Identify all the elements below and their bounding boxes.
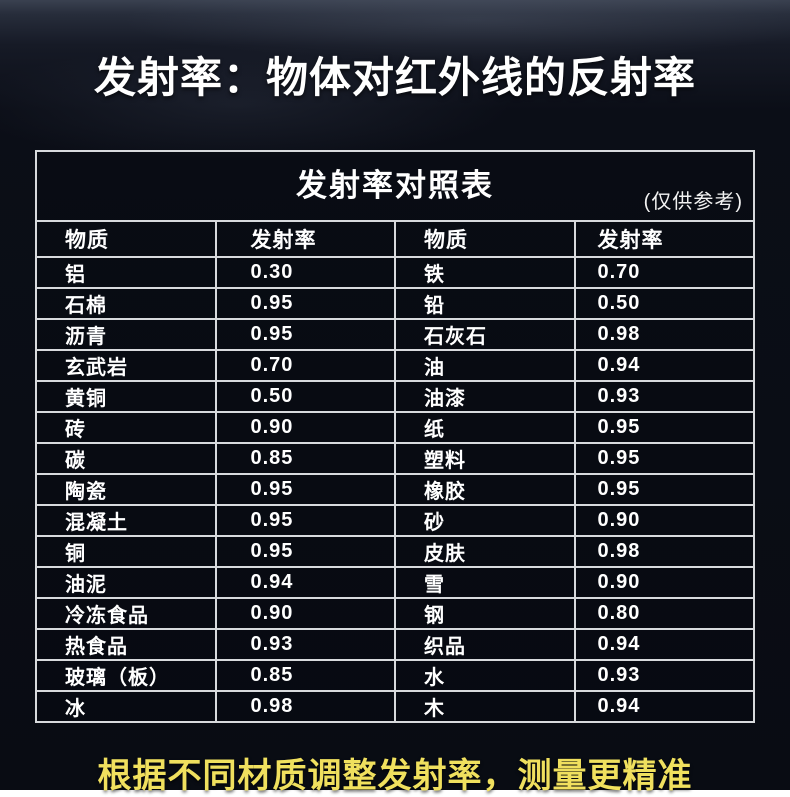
material-cell: 黄铜 (35, 380, 217, 413)
table-row: 油泥 0.94 雪 0.90 (35, 566, 755, 599)
material-cell: 织品 (394, 628, 576, 661)
emissivity-cell: 0.94 (573, 349, 755, 382)
table-row: 玻璃（板） 0.85 水 0.93 (35, 659, 755, 692)
emissivity-cell: 0.95 (214, 535, 396, 568)
emissivity-cell: 0.95 (573, 411, 755, 444)
material-cell: 铅 (394, 287, 576, 320)
emissivity-cell: 0.85 (214, 442, 396, 475)
material-cell: 油泥 (35, 566, 217, 599)
table-row: 玄武岩 0.70 油 0.94 (35, 349, 755, 382)
emissivity-cell: 0.94 (573, 690, 755, 723)
emissivity-cell: 0.95 (214, 504, 396, 537)
table-row: 冷冻食品 0.90 钢 0.80 (35, 597, 755, 630)
table-row: 黄铜 0.50 油漆 0.93 (35, 380, 755, 413)
material-cell: 沥青 (35, 318, 217, 351)
emissivity-cell: 0.95 (573, 473, 755, 506)
table-header-row: 物质 发射率 物质 发射率 (35, 220, 755, 258)
emissivity-table-container: 发射率对照表 (仅供参考) 物质 发射率 物质 发射率 铝 0.30 铁 0.70 石棉 0.9… (35, 150, 755, 723)
emissivity-cell: 0.94 (573, 628, 755, 661)
table-caption-row: 发射率对照表 (仅供参考) (35, 150, 755, 222)
emissivity-table: 发射率对照表 (仅供参考) 物质 发射率 物质 发射率 铝 0.30 铁 0.70 石棉 0.9… (35, 150, 755, 723)
table-caption-note: (仅供参考) (643, 191, 743, 213)
emissivity-cell: 0.93 (214, 628, 396, 661)
table-row: 冰 0.98 木 0.94 (35, 690, 755, 723)
footer-note: 根据不同材质调整发射率，测量更精准 (97, 757, 693, 795)
table-row: 沥青 0.95 石灰石 0.98 (35, 318, 755, 351)
page-title: 发射率：物体对红外线的反射率 (93, 54, 696, 101)
material-cell: 油 (394, 349, 576, 382)
emissivity-cell: 0.95 (214, 287, 396, 320)
material-cell: 陶瓷 (35, 473, 217, 506)
emissivity-cell: 0.90 (214, 597, 396, 630)
table-caption-cell: 发射率对照表 (仅供参考) (35, 150, 755, 222)
emissivity-cell: 0.80 (573, 597, 755, 630)
emissivity-cell: 0.50 (573, 287, 755, 320)
material-cell: 碳 (35, 442, 217, 475)
table-row: 石棉 0.95 铅 0.50 (35, 287, 755, 320)
table-row: 砖 0.90 纸 0.95 (35, 411, 755, 444)
material-cell: 玻璃（板） (35, 659, 217, 692)
material-cell: 石灰石 (394, 318, 576, 351)
material-cell: 热食品 (35, 628, 217, 661)
material-cell: 雪 (394, 566, 576, 599)
table-row: 碳 0.85 塑料 0.95 (35, 442, 755, 475)
material-cell: 铝 (35, 256, 217, 289)
material-cell: 铜 (35, 535, 217, 568)
table-body: 铝 0.30 铁 0.70 石棉 0.95 铅 0.50 沥青 0.95 石灰石 0.98 玄武岩 0.7… (35, 256, 755, 723)
emissivity-cell: 0.90 (214, 411, 396, 444)
material-cell: 木 (394, 690, 576, 723)
material-cell: 橡胶 (394, 473, 576, 506)
material-cell: 玄武岩 (35, 349, 217, 382)
material-cell: 水 (394, 659, 576, 692)
emissivity-cell: 0.85 (214, 659, 396, 692)
emissivity-cell: 0.90 (573, 504, 755, 537)
material-cell: 铁 (394, 256, 576, 289)
table-row: 铝 0.30 铁 0.70 (35, 256, 755, 289)
column-header-emissivity: 发射率 (573, 220, 755, 258)
emissivity-cell: 0.98 (573, 535, 755, 568)
material-cell: 混凝土 (35, 504, 217, 537)
emissivity-cell: 0.95 (214, 318, 396, 351)
table-row: 铜 0.95 皮肤 0.98 (35, 535, 755, 568)
emissivity-cell: 0.70 (573, 256, 755, 289)
table-caption: 发射率对照表 (296, 168, 494, 203)
emissivity-cell: 0.98 (573, 318, 755, 351)
table-row: 陶瓷 0.95 橡胶 0.95 (35, 473, 755, 506)
column-header-emissivity: 发射率 (214, 220, 396, 258)
column-header-material: 物质 (394, 220, 576, 258)
emissivity-cell: 0.94 (214, 566, 396, 599)
material-cell: 钢 (394, 597, 576, 630)
emissivity-cell: 0.95 (573, 442, 755, 475)
emissivity-cell: 0.30 (214, 256, 396, 289)
material-cell: 油漆 (394, 380, 576, 413)
table-row: 混凝土 0.95 砂 0.90 (35, 504, 755, 537)
table-row: 热食品 0.93 织品 0.94 (35, 628, 755, 661)
column-header-material: 物质 (35, 220, 217, 258)
emissivity-cell: 0.50 (214, 380, 396, 413)
material-cell: 砖 (35, 411, 217, 444)
emissivity-cell: 0.93 (573, 659, 755, 692)
material-cell: 纸 (394, 411, 576, 444)
material-cell: 塑料 (394, 442, 576, 475)
emissivity-cell: 0.98 (214, 690, 396, 723)
material-cell: 石棉 (35, 287, 217, 320)
emissivity-cell: 0.70 (214, 349, 396, 382)
emissivity-cell: 0.95 (214, 473, 396, 506)
material-cell: 冰 (35, 690, 217, 723)
material-cell: 砂 (394, 504, 576, 537)
material-cell: 冷冻食品 (35, 597, 217, 630)
material-cell: 皮肤 (394, 535, 576, 568)
emissivity-cell: 0.93 (573, 380, 755, 413)
emissivity-cell: 0.90 (573, 566, 755, 599)
